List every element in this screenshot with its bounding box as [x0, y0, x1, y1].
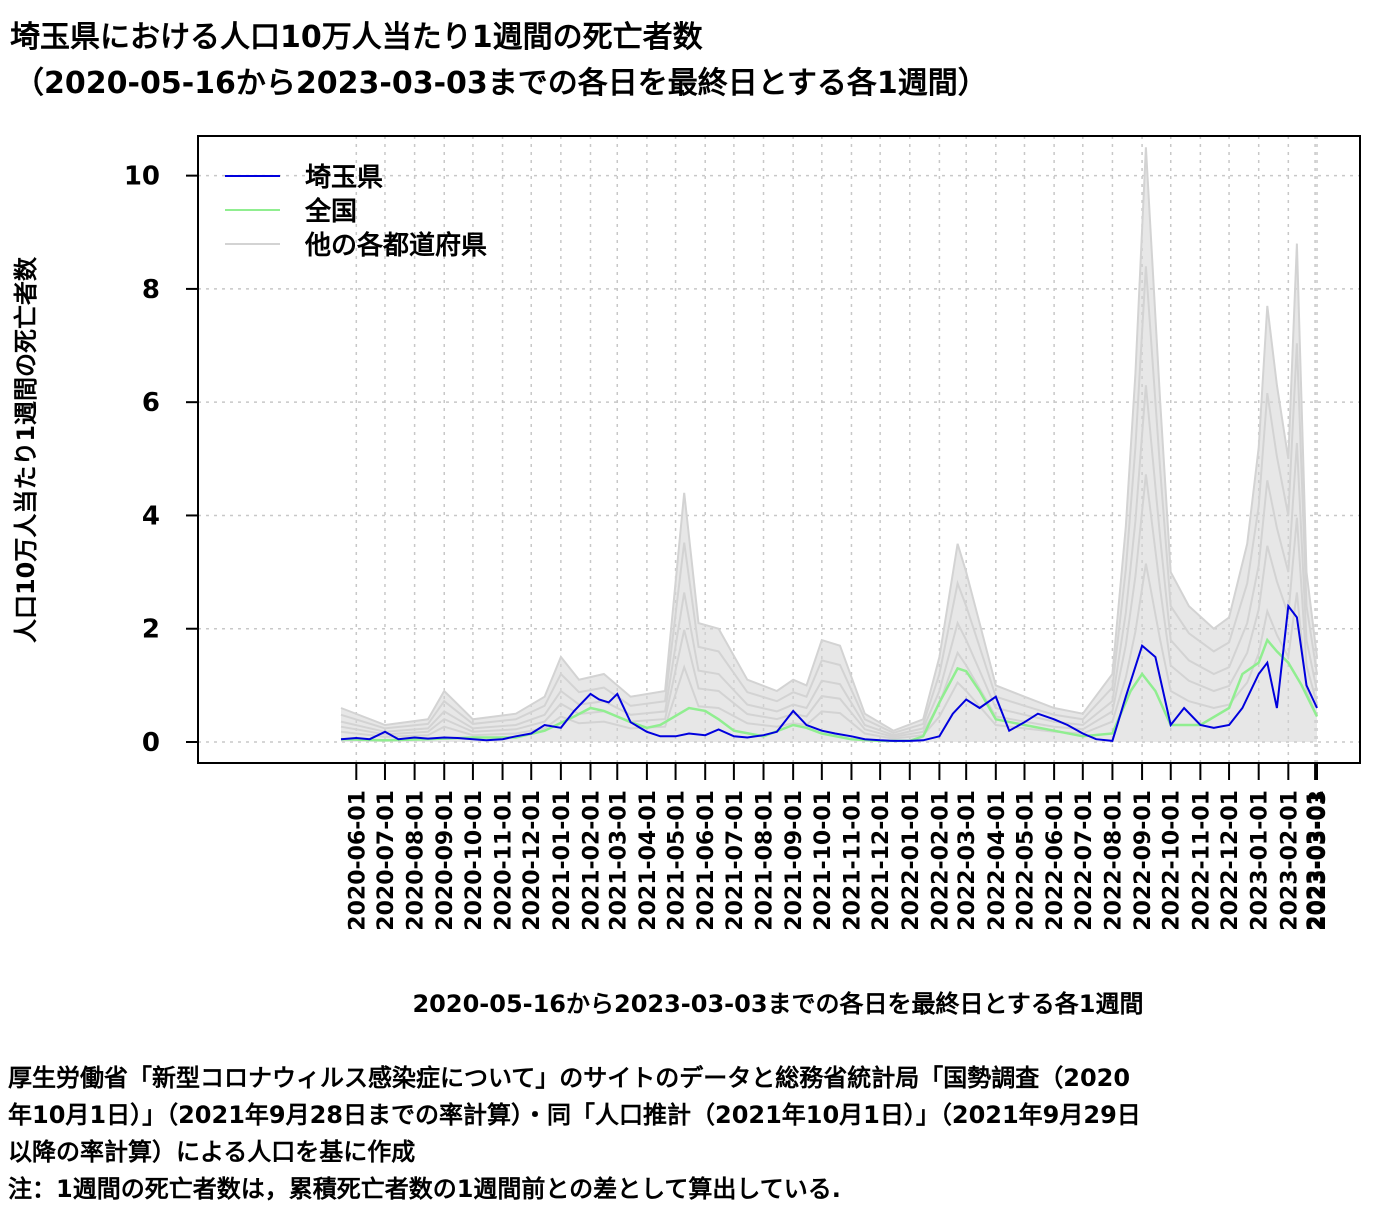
- note-line: 以降の率計算）による人口を基に作成: [8, 1138, 416, 1166]
- series-layer: [340, 603, 1319, 743]
- x-tick-label: 2020-10-01: [462, 790, 487, 931]
- legend-label-saitama: 埼玉県: [305, 163, 383, 193]
- x-tick-label: 2020-07-01: [374, 790, 399, 931]
- y-tick-label: 2: [142, 615, 160, 645]
- chart-subtitle: （2020-05-16から2023-03-03までの各日を最終日とする各1週間）: [14, 66, 988, 101]
- y-tick-label: 6: [142, 388, 160, 418]
- x-tick-label: 2022-08-01: [1101, 790, 1126, 931]
- x-tick-label: 2021-08-01: [753, 790, 778, 931]
- x-tick-label: 2022-11-01: [1189, 790, 1214, 931]
- y-axis: 0 2 4 6 8 10: [124, 162, 198, 758]
- x-axis-label: 2020-05-16から2023-03-03までの各日を最終日とする各1週間: [412, 990, 1143, 1018]
- x-axis: 2020-06-01 2020-07-01 2020-08-01 2020-09-01…: [345, 762, 1331, 931]
- x-tick-label: 2023-02-01: [1277, 790, 1302, 931]
- x-tick-label: 2021-06-01: [694, 790, 719, 931]
- x-tick-label: 2021-12-01: [869, 790, 894, 931]
- x-tick-label: 2021-10-01: [811, 790, 836, 931]
- x-tick-label: 2022-04-01: [985, 790, 1010, 931]
- y-tick-label: 0: [142, 728, 160, 758]
- x-tick-label: 2021-09-01: [782, 790, 807, 931]
- x-tick-label: 2022-03-01: [955, 790, 980, 931]
- x-tick-label: 2023-03-01: [1304, 790, 1329, 931]
- series-line-national: [340, 637, 1319, 743]
- x-tick-label: 2021-02-01: [579, 790, 604, 931]
- x-tick-label: 2022-09-01: [1131, 790, 1156, 931]
- x-tick-label: 2020-06-01: [345, 790, 370, 931]
- x-tick-label: 2021-04-01: [636, 790, 661, 931]
- y-tick-label: 8: [142, 275, 160, 305]
- legend-label-others: 他の各都道府県: [304, 230, 487, 261]
- series-line-saitama: [340, 603, 1318, 742]
- legend: 埼玉県 全国 他の各都道府県: [225, 163, 487, 261]
- x-tick-label: 2021-05-01: [665, 790, 690, 931]
- x-tick-label: 2022-06-01: [1043, 790, 1068, 931]
- x-tick-label: 2020-12-01: [520, 790, 545, 931]
- note-line: 厚生労働省「新型コロナウィルス感染症について」のサイトのデータと総務省統計局「国…: [8, 1064, 1131, 1092]
- y-tick-label: 10: [124, 162, 160, 192]
- x-tick-label: 2022-12-01: [1218, 790, 1243, 931]
- x-tick-label: 2022-10-01: [1160, 790, 1185, 931]
- others-layer: [340, 147, 1318, 743]
- legend-label-national: 全国: [304, 196, 357, 227]
- y-tick-label: 4: [142, 501, 160, 531]
- others-envelope: [341, 147, 1317, 743]
- note-line: 注：1週間の死亡者数は，累積死亡者数の1週間前との差として算出している.: [8, 1175, 841, 1203]
- x-tick-label: 2021-03-01: [606, 790, 631, 931]
- x-tick-label: 2023-01-01: [1248, 790, 1273, 931]
- x-tick-label: 2021-07-01: [723, 790, 748, 931]
- others-line: [340, 266, 1318, 734]
- chart-title: 埼玉県における人口10万人当たり1週間の死亡者数: [10, 20, 703, 55]
- x-tick-label: 2022-07-01: [1072, 790, 1097, 931]
- note-line: 年10月1日）」（2021年9月28日までの率計算）・同「人口推計（2021年1…: [8, 1101, 1141, 1129]
- x-tick-label: 2022-02-01: [928, 790, 953, 931]
- x-tick-label: 2023-03-03: [1306, 790, 1331, 931]
- y-axis-label: 人口10万人当たり1週間の死亡者数: [12, 256, 40, 643]
- x-tick-label: 2020-11-01: [492, 790, 517, 931]
- x-tick-label: 2020-09-01: [433, 790, 458, 931]
- x-tick-label: 2022-05-01: [1013, 790, 1038, 931]
- x-tick-label: 2021-11-01: [840, 790, 865, 931]
- source-notes: 厚生労働省「新型コロナウィルス感染症について」のサイトのデータと総務省統計局「国…: [8, 1060, 1398, 1208]
- x-tick-label: 2022-01-01: [899, 790, 924, 931]
- x-tick-label: 2020-08-01: [404, 790, 429, 931]
- others-line: [340, 147, 1318, 732]
- x-tick-label: 2021-01-01: [550, 790, 575, 931]
